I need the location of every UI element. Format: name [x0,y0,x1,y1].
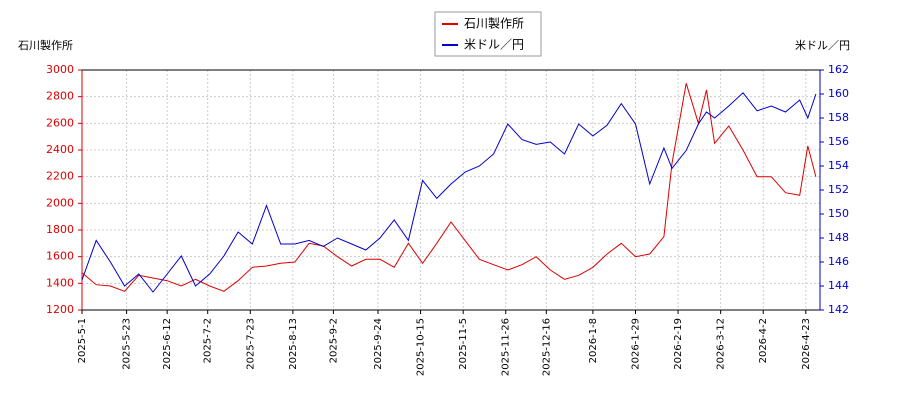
y-tick-label: 2000 [46,196,74,209]
series-line [81,83,817,292]
y2-tick-label: 146 [828,255,849,268]
y2-tick-label: 152 [828,183,849,196]
legend-box [434,11,542,57]
y-tick-label: 1200 [46,303,74,316]
y-tick-label: 1400 [46,276,74,289]
y-tick-label: 2400 [46,143,74,156]
y2-tick-label: 158 [828,111,849,124]
x-tick-label: 2025-11-5 [458,318,469,370]
y2-axis-title: 米ドル／円 [795,39,850,52]
x-tick-label: 2026-1-8 [588,318,599,363]
y2-tick-label: 154 [828,159,849,172]
x-tick-label: 2025-9-24 [373,318,384,370]
y2-tick-label: 150 [828,207,849,220]
y-tick-label: 2200 [46,170,74,183]
y2-tick-label: 160 [828,87,849,100]
x-tick-label: 2025-10-15 [416,318,427,376]
series-line [81,92,817,293]
y-tick-label: 1800 [46,223,74,236]
x-tick-label: 2026-4-23 [801,318,812,370]
y-tick-label: 3000 [46,63,74,76]
x-tick-label: 2026-3-12 [716,318,727,370]
x-tick-label: 2025-11-26 [501,318,512,376]
x-tick-label: 2025-6-12 [162,318,173,370]
x-tick-label: 2026-1-29 [631,318,642,370]
y-tick-label: 2600 [46,116,74,129]
x-tick-label: 2025-9-2 [328,318,339,363]
y2-tick-label: 162 [828,63,849,76]
y-tick-label: 1600 [46,250,74,263]
x-tick-label: 2025-5-1 [77,318,88,363]
y2-tick-label: 142 [828,303,849,316]
x-tick-label: 2025-7-2 [203,318,214,363]
x-tick-label: 2026-4-2 [758,318,769,363]
x-tick-label: 2026-2-19 [673,318,684,370]
legend-label: 石川製作所 [464,17,524,31]
x-tick-label: 2025-8-13 [288,318,299,370]
y-tick-label: 2800 [46,90,74,103]
y2-tick-label: 144 [828,279,849,292]
x-tick-label: 2025-12-16 [541,318,552,376]
y-axis-title: 石川製作所 [18,38,73,52]
legend-label: 米ドル／円 [464,38,524,52]
x-tick-label: 2025-7-23 [245,318,256,370]
y2-tick-label: 148 [828,231,849,244]
y2-tick-label: 156 [828,135,849,148]
x-tick-label: 2025-5-23 [122,318,133,370]
